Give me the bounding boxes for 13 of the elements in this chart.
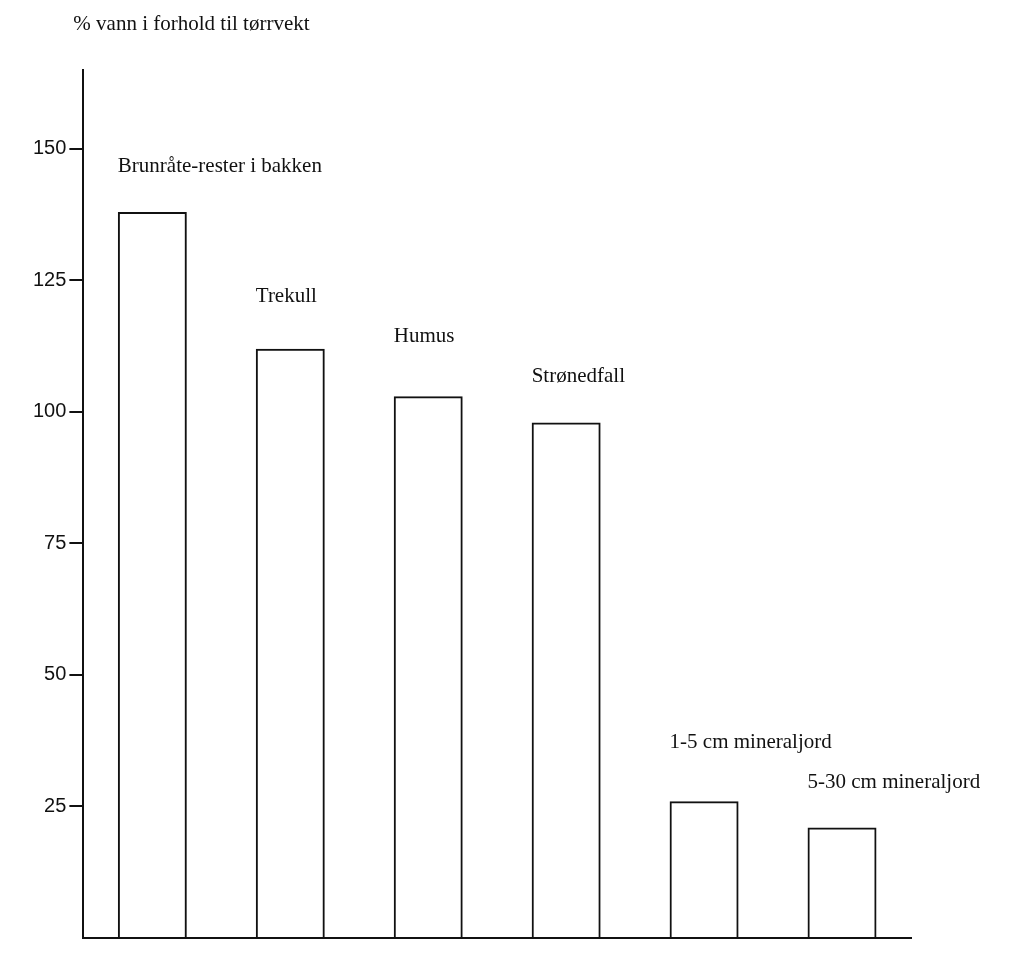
x-tick-label: Brunråte-rester i bakken [117,153,323,178]
y-tick-label: 100 [32,399,67,422]
y-tick-label: 25 [44,794,67,816]
x-tick-label: Humus [393,323,455,348]
y-tick-label: 50 [44,662,67,685]
x-tick-label: 1-5 cm mineraljord [669,728,833,753]
x-tick-label: 5-30 cm mineraljord [807,768,981,793]
y-tick-label: 75 [44,530,67,553]
y-axis-title: % vann i forhold til tørrvekt [73,11,310,35]
x-tick-label: Trekull [255,283,318,308]
y-tick-label: 150 [32,136,67,159]
x-tick-label: Strønedfall [531,363,626,388]
y-tick-label: 125 [32,267,67,290]
